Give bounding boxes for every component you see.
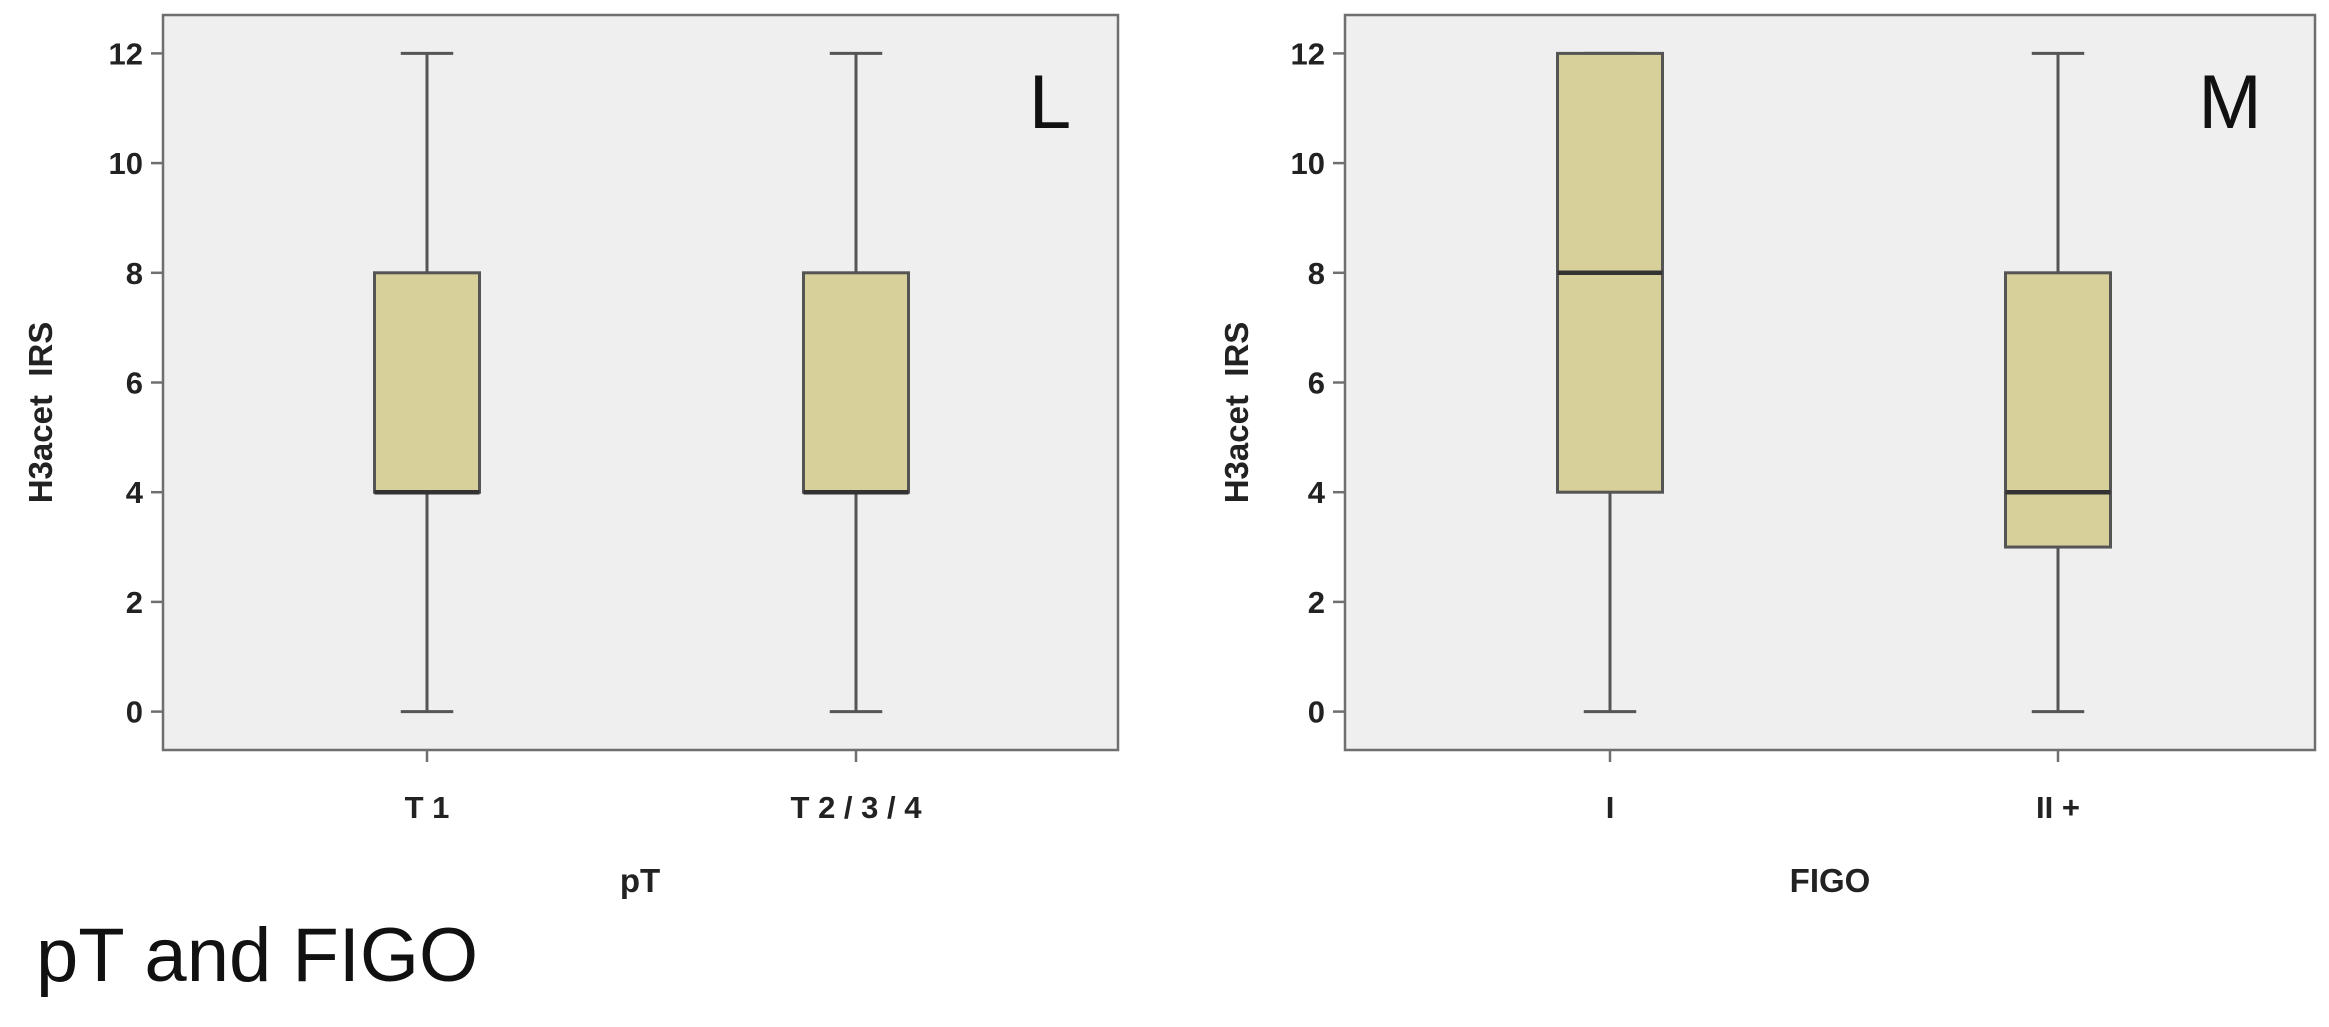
y-tick-label: 0 [1308, 695, 1325, 730]
panel-label: M [2198, 60, 2261, 145]
x-tick-label: T 1 [405, 790, 450, 825]
iqr-box [373, 271, 481, 494]
y-tick-label: 12 [109, 36, 143, 71]
y-tick-label: 2 [126, 585, 143, 620]
x-axis-title: pT [620, 862, 660, 899]
box-2 [802, 51, 910, 714]
y-tick-label: 4 [1308, 475, 1326, 510]
y-tick-label: 4 [126, 475, 144, 510]
box-2 [2004, 51, 2112, 714]
y-axis-title: H3acet IRS [22, 322, 59, 504]
chart-panel-m: 0 2 4 6 8 10 12 I II + FIGO H3acet IRS M [1218, 13, 2317, 899]
plot-area [1343, 13, 2317, 752]
y-tick-label: 8 [126, 256, 143, 291]
y-axis-title: H3acet IRS [1218, 322, 1255, 504]
x-axis-title: FIGO [1790, 862, 1871, 899]
y-tick-label: 8 [1308, 256, 1325, 291]
y-tick-label: 10 [1291, 146, 1325, 181]
box-1 [1556, 51, 1664, 714]
y-tick-label: 6 [126, 366, 143, 401]
x-tick-label: T 2 / 3 / 4 [791, 790, 923, 825]
iqr-box [802, 271, 910, 494]
figure-caption: pT and FIGO [36, 913, 479, 998]
chart-panel-l: 0 2 4 6 8 10 12 T 1 T 2 / 3 / 4 pT H3acet IRS L [22, 13, 1120, 899]
panel-label: L [1029, 60, 1071, 145]
y-tick-label: 12 [1291, 36, 1325, 71]
y-tick-label: 6 [1308, 366, 1325, 401]
y-tick-label: 2 [1308, 585, 1325, 620]
box-1 [373, 51, 481, 714]
iqr-box [2004, 271, 2112, 549]
x-tick-label: I [1606, 790, 1615, 825]
plot-area [161, 13, 1120, 752]
y-tick-label: 0 [126, 695, 143, 730]
y-tick-label: 10 [109, 146, 143, 181]
x-tick-label: II + [2036, 790, 2080, 825]
